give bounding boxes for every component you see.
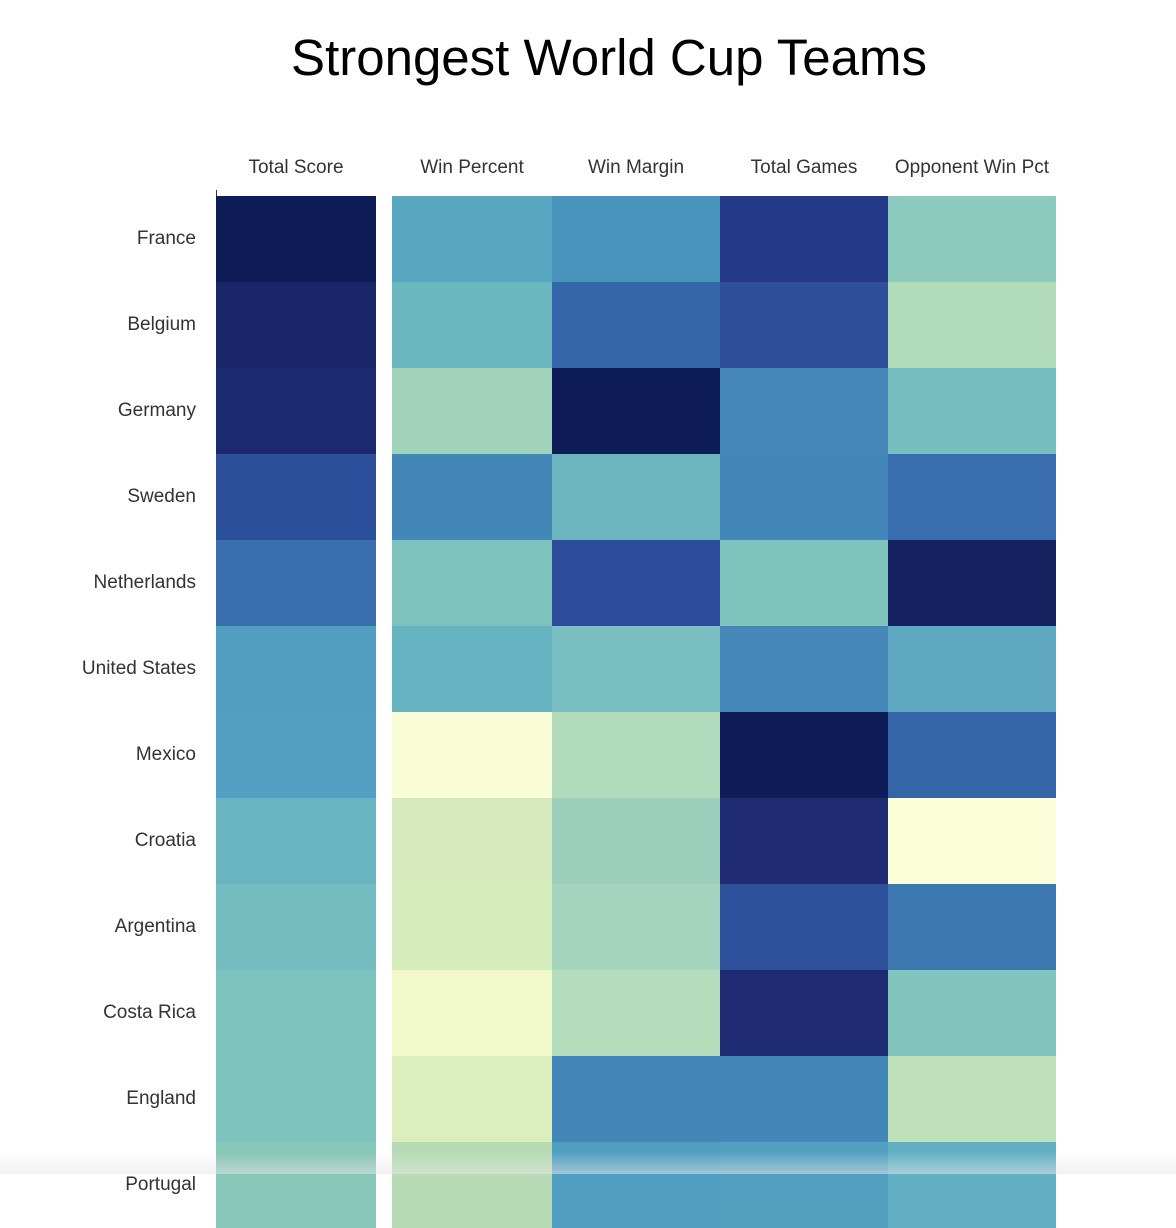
row-label: Sweden <box>127 486 196 507</box>
heatmap-cell[interactable] <box>888 1056 1056 1142</box>
heatmap-cell[interactable] <box>392 712 552 798</box>
row-label: France <box>136 228 196 249</box>
column-header: Total Score <box>248 157 344 178</box>
heatmap-cell[interactable] <box>720 196 888 282</box>
heatmap-cell[interactable] <box>216 196 376 282</box>
heatmap-cell[interactable] <box>552 282 720 368</box>
heatmap-cell[interactable] <box>888 454 1056 540</box>
heatmap-cell[interactable] <box>392 970 552 1056</box>
heatmap-cell[interactable] <box>552 1056 720 1142</box>
heatmap-cell[interactable] <box>888 368 1056 454</box>
heatmap-cell[interactable] <box>216 1056 376 1142</box>
heatmap-cell[interactable] <box>552 368 720 454</box>
heatmap-cell[interactable] <box>552 712 720 798</box>
column-header: Win Percent <box>420 157 524 178</box>
column-header: Total Games <box>750 157 858 178</box>
heatmap-cell[interactable] <box>720 282 888 368</box>
heatmap-cell[interactable] <box>216 626 376 712</box>
heatmap-cell[interactable] <box>216 798 376 884</box>
heatmap-cell[interactable] <box>888 540 1056 626</box>
heatmap-cell[interactable] <box>216 884 376 970</box>
heatmap-cell[interactable] <box>720 1056 888 1142</box>
heatmap-cell[interactable] <box>216 712 376 798</box>
heatmap-cell[interactable] <box>392 196 552 282</box>
row-label: Netherlands <box>93 572 196 593</box>
heatmap-cell[interactable] <box>552 454 720 540</box>
heatmap-cell[interactable] <box>392 540 552 626</box>
row-label: Croatia <box>134 830 196 851</box>
heatmap-cell[interactable] <box>888 626 1056 712</box>
heatmap-cell[interactable] <box>552 196 720 282</box>
heatmap-cell[interactable] <box>720 884 888 970</box>
heatmap-cell[interactable] <box>392 282 552 368</box>
heatmap-cell[interactable] <box>392 884 552 970</box>
row-label: Argentina <box>114 916 196 937</box>
row-label: Belgium <box>127 314 196 335</box>
heatmap-cell[interactable] <box>720 540 888 626</box>
column-header: Opponent Win Pct <box>894 157 1050 178</box>
heatmap-cell[interactable] <box>392 626 552 712</box>
row-label: United States <box>81 658 196 679</box>
heatmap-cell[interactable] <box>216 282 376 368</box>
heatmap-cell[interactable] <box>552 798 720 884</box>
row-label: Germany <box>117 400 196 421</box>
heatmap-cell[interactable] <box>720 970 888 1056</box>
row-label: Portugal <box>125 1174 196 1195</box>
heatmap-cell[interactable] <box>720 368 888 454</box>
heatmap-cell[interactable] <box>392 368 552 454</box>
heatmap-cell[interactable] <box>888 884 1056 970</box>
heatmap-cell[interactable] <box>720 626 888 712</box>
heatmap-cell[interactable] <box>720 454 888 540</box>
heatmap-cell[interactable] <box>552 884 720 970</box>
heatmap-cell[interactable] <box>216 540 376 626</box>
column-header: Win Margin <box>587 157 685 178</box>
chart-title: Strongest World Cup Teams <box>291 29 927 86</box>
heatmap-cell[interactable] <box>392 454 552 540</box>
heatmap-cell[interactable] <box>888 196 1056 282</box>
heatmap-cell[interactable] <box>888 970 1056 1056</box>
bottom-fade <box>0 1152 1176 1174</box>
heatmap-cell[interactable] <box>888 282 1056 368</box>
heatmap-cell[interactable] <box>216 454 376 540</box>
heatmap-cell[interactable] <box>552 626 720 712</box>
heatmap-cell[interactable] <box>392 1056 552 1142</box>
axis-tick <box>216 190 217 198</box>
heatmap-cell[interactable] <box>720 798 888 884</box>
heatmap-cell[interactable] <box>216 368 376 454</box>
row-label: England <box>126 1088 196 1109</box>
heatmap-cell[interactable] <box>552 540 720 626</box>
row-label: Mexico <box>135 744 196 765</box>
heatmap-cell[interactable] <box>392 798 552 884</box>
heatmap-cell[interactable] <box>552 970 720 1056</box>
row-label: Costa Rica <box>103 1002 196 1023</box>
heatmap-cell[interactable] <box>888 712 1056 798</box>
heatmap-cell[interactable] <box>888 798 1056 884</box>
heatmap-cell[interactable] <box>216 970 376 1056</box>
heatmap-cell[interactable] <box>720 712 888 798</box>
